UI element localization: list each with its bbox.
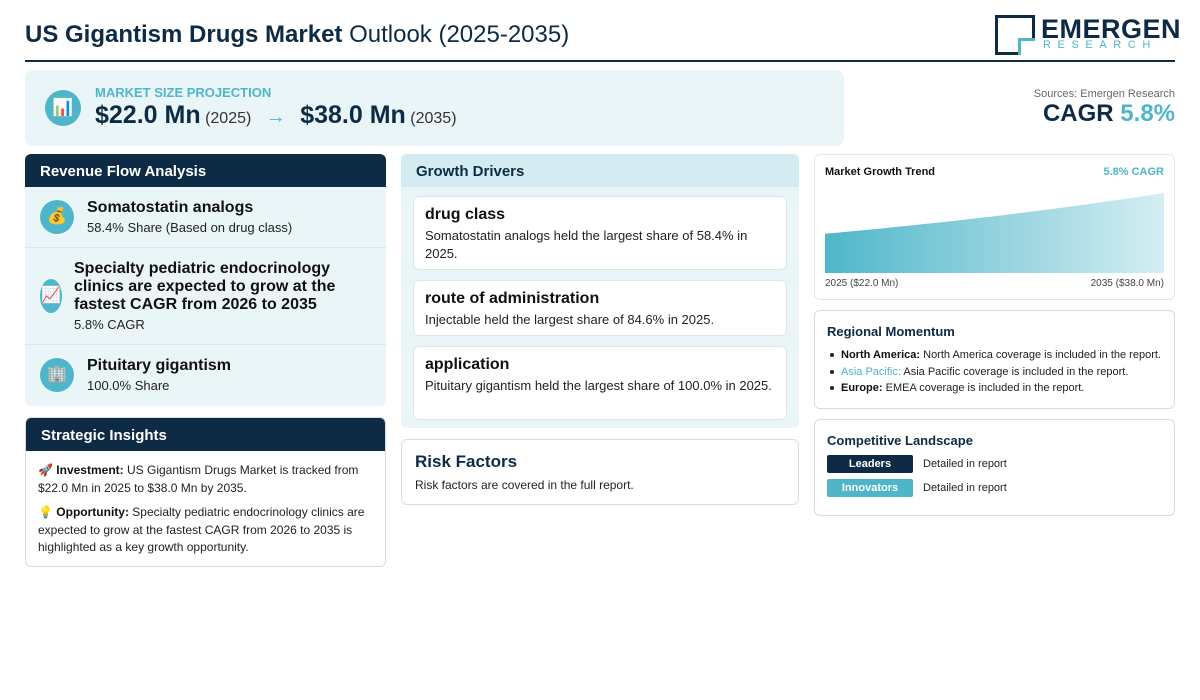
- regional-momentum-panel: Regional Momentum North America: North A…: [814, 310, 1175, 409]
- logo-sub-text: RESEARCH: [1043, 39, 1157, 51]
- rocket-icon: 🚀: [38, 463, 53, 477]
- risk-factors-title: Risk Factors: [415, 452, 518, 471]
- revenue-item: 📈 Specialty pediatric endocrinology clin…: [25, 248, 386, 345]
- revenue-item: 💰 Somatostatin analogs 58.4% Share (Base…: [25, 187, 386, 248]
- growth-drivers-title: Growth Drivers: [401, 154, 799, 187]
- trend-end-label: 2035 ($38.0 Mn): [1090, 278, 1164, 289]
- competitive-landscape-panel: Competitive Landscape Leaders Detailed i…: [814, 419, 1175, 516]
- driver-card: route of administration Injectable held …: [413, 280, 787, 336]
- chart-increasing-icon: 📈: [40, 279, 62, 313]
- region-name: Europe:: [841, 382, 883, 394]
- revenue-item-sub: 100.0% Share: [87, 378, 170, 393]
- driver-card-title: route of administration: [425, 290, 600, 307]
- leaders-text: Detailed in report: [923, 458, 1007, 470]
- region-name: Asia Pacific:: [841, 365, 901, 378]
- driver-card-text: Injectable held the largest share of 84.…: [425, 312, 715, 327]
- title-rest: Outlook (2025-2035): [349, 21, 570, 48]
- growth-drivers-panel: Growth Drivers drug class Somatostatin a…: [401, 154, 799, 428]
- list-item: Europe: EMEA coverage is included in the…: [827, 380, 1172, 397]
- market-size-label: MARKET SIZE PROJECTION: [95, 85, 272, 100]
- cagr-headline: CAGR 5.8%: [1043, 100, 1175, 128]
- region-text: EMEA coverage is included in the report.: [885, 382, 1085, 394]
- leaders-badge: Leaders: [827, 455, 913, 473]
- list-item: Asia Pacific: Asia Pacific coverage is i…: [827, 364, 1172, 381]
- trend-start-label: 2025 ($22.0 Mn): [825, 278, 899, 289]
- start-value: $22.0 Mn: [95, 101, 201, 129]
- market-size-banner: 📊 MARKET SIZE PROJECTION $22.0 Mn (2025)…: [25, 70, 844, 146]
- cagr-label: CAGR: [1042, 100, 1114, 127]
- money-bag-icon: 💰: [40, 200, 74, 234]
- market-size-values: $22.0 Mn (2025) → $38.0 Mn (2035): [95, 101, 457, 130]
- title-strong: US Gigantism Drugs Market: [25, 21, 343, 48]
- opportunity-text: Specialty pediatric endocrinology clinic…: [38, 505, 365, 554]
- trend-title: Market Growth Trend: [825, 166, 936, 178]
- driver-card-text: Pituitary gigantism held the largest sha…: [425, 378, 772, 393]
- risk-factors-panel: Risk Factors Risk factors are covered in…: [401, 439, 799, 505]
- innovators-text: Detailed in report: [923, 482, 1007, 494]
- revenue-flow-panel: Revenue Flow Analysis 💰 Somatostatin ana…: [25, 154, 386, 406]
- hospital-icon: 🏢: [40, 358, 74, 392]
- logo-main-text: EMERGEN: [1041, 14, 1182, 44]
- driver-card: application Pituitary gigantism held the…: [413, 346, 787, 420]
- revenue-item-sub: 5.8% CAGR: [74, 317, 145, 332]
- risk-factors-text: Risk factors are covered in the full rep…: [415, 478, 634, 492]
- start-year: (2025): [205, 110, 252, 127]
- trend-area-series: [825, 193, 1164, 273]
- revenue-item-title: Specialty pediatric endocrinology clinic…: [74, 260, 336, 313]
- regional-momentum-title: Regional Momentum: [827, 324, 955, 339]
- driver-card-text: Somatostatin analogs held the largest sh…: [425, 228, 748, 261]
- investment-insight: 🚀 Investment: US Gigantism Drugs Market …: [38, 462, 373, 497]
- strategic-insights-title: Strategic Insights: [26, 418, 385, 451]
- investment-text: US Gigantism Drugs Market is tracked fro…: [38, 463, 359, 495]
- region-name: North America:: [841, 349, 921, 361]
- region-text: North America coverage is included in th…: [923, 349, 1161, 361]
- emergen-logo: EMERGEN RESEARCH: [995, 14, 1181, 56]
- competitive-landscape-title: Competitive Landscape: [827, 433, 973, 448]
- investment-label: Investment:: [56, 463, 124, 477]
- innovators-badge: Innovators: [827, 479, 913, 497]
- revenue-item-sub: 58.4% Share (Based on drug class): [87, 220, 293, 235]
- page-header: US Gigantism Drugs Market Outlook (2025-…: [25, 14, 1181, 62]
- logo-mark-icon: [995, 15, 1035, 55]
- driver-card-title: drug class: [425, 206, 506, 223]
- regional-list: North America: North America coverage is…: [827, 347, 1172, 397]
- strategic-insights-panel: Strategic Insights 🚀 Investment: US Giga…: [25, 417, 386, 567]
- sources-text: Sources: Emergen Research: [1033, 88, 1175, 100]
- market-growth-trend-panel: Market Growth Trend 5.8% CAGR 2025 ($22.…: [814, 154, 1175, 300]
- page-title: US Gigantism Drugs Market Outlook (2025-…: [25, 21, 569, 49]
- trend-cagr: 5.8% CAGR: [1103, 166, 1164, 178]
- revenue-item-title: Pituitary gigantism: [87, 357, 232, 374]
- driver-card-title: application: [425, 356, 510, 373]
- region-text: Asia Pacific coverage is included in the…: [903, 365, 1129, 378]
- end-year: (2035): [410, 110, 457, 127]
- opportunity-label: Opportunity:: [56, 505, 129, 519]
- arrow-right-icon: →: [265, 106, 286, 128]
- revenue-item: 🏢 Pituitary gigantism 100.0% Share: [25, 345, 386, 406]
- revenue-flow-title: Revenue Flow Analysis: [25, 154, 386, 187]
- driver-card: drug class Somatostatin analogs held the…: [413, 196, 787, 270]
- end-value: $38.0 Mn: [300, 101, 406, 129]
- light-bulb-icon: 💡: [38, 505, 53, 519]
- cagr-value: 5.8%: [1120, 100, 1175, 127]
- opportunity-insight: 💡 Opportunity: Specialty pediatric endoc…: [38, 504, 373, 557]
- bar-chart-icon: 📊: [45, 90, 81, 126]
- trend-area-chart: [825, 193, 1164, 273]
- revenue-item-title: Somatostatin analogs: [87, 199, 254, 216]
- list-item: North America: North America coverage is…: [827, 347, 1172, 364]
